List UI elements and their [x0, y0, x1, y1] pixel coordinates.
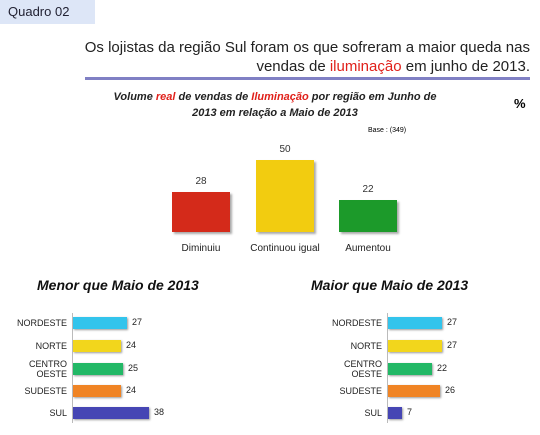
bar: [388, 385, 440, 397]
value-label: 27: [447, 340, 458, 350]
bar: [388, 340, 442, 352]
title-part: por região em Junho de 2013 em relação a…: [192, 91, 437, 119]
category-label: Diminuiu: [181, 243, 221, 254]
category-label: NORTE: [350, 341, 382, 351]
value-label: 50: [279, 144, 291, 155]
headline-text: Os lojistas da região Sul foram os que s…: [84, 39, 530, 75]
bar: [388, 407, 402, 419]
value-label: 27: [447, 317, 458, 327]
category-label: CENTRO OESTE: [29, 359, 67, 379]
value-label: 38: [154, 407, 165, 417]
category-label: SUL: [49, 408, 67, 418]
category-label: SUDESTE: [24, 386, 67, 396]
axis-line: [72, 313, 73, 423]
category-label: NORDESTE: [331, 318, 382, 328]
value-label: 22: [362, 184, 374, 196]
bar: [73, 317, 127, 329]
bar: [388, 317, 442, 329]
note: Base : (349): [368, 127, 407, 134]
value-label: 25: [128, 363, 139, 373]
bar: [388, 363, 432, 375]
title-part: de vendas de: [175, 91, 252, 103]
headline: Os lojistas da região Sul foram os que s…: [60, 38, 530, 76]
category-label: NORTE: [35, 341, 67, 351]
axis-line: [387, 313, 388, 423]
headline-highlight: iluminação: [329, 58, 402, 75]
category-label: Aumentou: [345, 243, 391, 254]
bar: [73, 385, 121, 397]
value-label: 28: [195, 175, 207, 187]
category-label: CENTRO OESTE: [344, 359, 382, 379]
bar: [73, 363, 123, 375]
title-part: Iluminação: [251, 91, 309, 103]
chart-title: Menor que Maio de 2013: [37, 277, 199, 293]
chart-title: Volume real de vendas de Iluminação por …: [110, 89, 440, 121]
category-label: SUL: [364, 408, 382, 418]
title-part: real: [155, 91, 176, 103]
value-label: 7: [407, 407, 413, 417]
chart-title: Maior que Maio de 2013: [311, 277, 469, 293]
bar: [172, 191, 230, 232]
headline-text: em junho de 2013.: [401, 58, 530, 75]
bar: [73, 340, 121, 352]
bar: [339, 200, 397, 232]
value-label: 27: [132, 317, 143, 327]
unit: %: [514, 96, 526, 111]
rule: [85, 77, 530, 80]
bar: [256, 160, 314, 232]
value-label: 24: [126, 385, 137, 395]
title-part: Volume: [113, 91, 156, 103]
category-label: Continuou igual: [250, 243, 320, 254]
value-label: 24: [126, 340, 137, 350]
label: Quadro 02: [0, 0, 95, 24]
category-label: SUDESTE: [339, 386, 382, 396]
bar: [73, 407, 149, 419]
category-label: NORDESTE: [16, 318, 67, 328]
value-label: 26: [445, 385, 456, 395]
value-label: 22: [437, 363, 448, 373]
